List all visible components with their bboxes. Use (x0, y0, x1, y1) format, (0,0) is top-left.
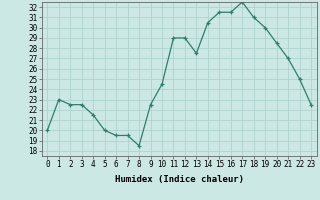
X-axis label: Humidex (Indice chaleur): Humidex (Indice chaleur) (115, 175, 244, 184)
